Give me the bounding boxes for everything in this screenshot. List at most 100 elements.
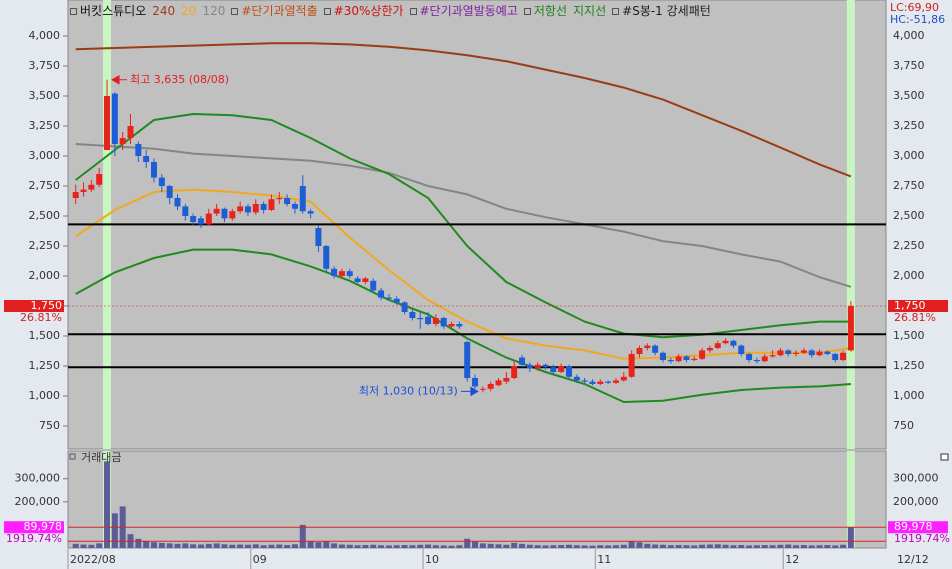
y-tick-label: 3,000 xyxy=(893,149,925,162)
volume-bar xyxy=(291,544,298,548)
candle-body xyxy=(432,318,439,324)
date-axis xyxy=(0,549,952,569)
volume-bar xyxy=(479,543,486,548)
candle-body xyxy=(793,352,800,354)
x-tick-label: 2022/08 xyxy=(70,553,116,566)
legend-text: #단기과열발동예고 xyxy=(419,4,518,18)
y-tick-label: 4,000 xyxy=(29,29,61,42)
candle-body xyxy=(816,351,823,356)
y-tick-label: 2,750 xyxy=(893,179,925,192)
candle-body xyxy=(785,350,792,354)
candle-body xyxy=(534,364,541,369)
volume-bar xyxy=(151,542,157,548)
volume-bar xyxy=(487,543,494,548)
volume-bar xyxy=(558,544,565,548)
volume-bar xyxy=(252,544,259,548)
volume-bar xyxy=(691,545,698,548)
candle-body xyxy=(550,367,557,372)
candle-body xyxy=(573,376,580,381)
price-tag-change: 1919.74% xyxy=(6,532,62,545)
volume-bar xyxy=(456,545,463,548)
y-tick-label: 4,000 xyxy=(893,29,925,42)
panel-button[interactable] xyxy=(940,453,949,461)
volume-bar xyxy=(589,545,596,548)
candle-body xyxy=(699,350,706,359)
candle-body xyxy=(268,199,275,210)
legend-entry: 20 xyxy=(181,4,196,18)
legend-box[interactable] xyxy=(523,8,531,15)
candle-body xyxy=(605,381,612,383)
candle-body xyxy=(495,380,502,386)
candle-body xyxy=(746,354,753,360)
volume-bar xyxy=(597,545,604,548)
candle-body xyxy=(761,356,768,362)
volume-bar xyxy=(370,544,377,548)
volume-bar xyxy=(260,545,267,548)
legend-box[interactable] xyxy=(612,8,620,15)
volume-panel xyxy=(67,450,887,549)
volume-bar xyxy=(338,544,345,548)
y-tick-label: 750 xyxy=(893,419,914,432)
candle-body xyxy=(425,316,432,324)
volume-bar xyxy=(237,544,244,548)
volume-bar xyxy=(659,544,666,548)
volume-bar xyxy=(840,544,847,548)
volume-bar xyxy=(205,543,212,548)
candle-body xyxy=(738,345,745,354)
candle-body xyxy=(307,211,314,214)
candle-body xyxy=(479,388,486,390)
volume-title: 거래대금 xyxy=(81,451,121,464)
indicator-line xyxy=(75,248,851,404)
candle-body xyxy=(291,204,298,209)
volume-bar xyxy=(761,544,768,548)
candle-body xyxy=(166,186,173,198)
legend-box[interactable] xyxy=(70,8,77,15)
volume-bar xyxy=(393,545,400,548)
candle-body xyxy=(769,355,776,357)
candle-body xyxy=(80,189,87,192)
legend-box[interactable] xyxy=(231,8,239,15)
volume-bar xyxy=(182,543,189,548)
candle-body xyxy=(72,192,79,198)
volume-bar xyxy=(464,538,471,548)
candle-body xyxy=(636,348,643,354)
candle-body xyxy=(385,297,392,299)
candle-body xyxy=(503,378,510,382)
legend-box[interactable] xyxy=(323,8,331,15)
volume-bar xyxy=(706,544,713,548)
volume-bar xyxy=(229,544,236,548)
candle-body xyxy=(401,302,408,312)
candle-body xyxy=(675,356,682,362)
candle-body xyxy=(824,351,831,354)
legend-entry: #단기과열적출 xyxy=(231,2,318,19)
candle-body xyxy=(237,206,244,212)
volume-bar xyxy=(730,545,737,548)
y-tick-label: 200,000 xyxy=(15,495,61,508)
candle-body xyxy=(440,318,447,327)
volume-bar xyxy=(816,545,823,548)
legend-box[interactable] xyxy=(409,8,417,15)
candle-body xyxy=(644,345,651,348)
candle-body xyxy=(284,198,291,204)
volume-bar xyxy=(832,545,839,548)
volume-bar xyxy=(331,543,338,548)
x-tick-label: 12/12 xyxy=(897,553,929,566)
price-tag-label: 89,978 xyxy=(24,520,63,533)
y-tick-label: 3,000 xyxy=(29,149,61,162)
volume-bar xyxy=(550,545,557,548)
y-tick-label: 2,500 xyxy=(893,209,925,222)
volume-bar xyxy=(769,545,776,548)
candle-body xyxy=(472,378,479,387)
volume-bar xyxy=(565,544,572,548)
candle-body xyxy=(691,358,698,360)
price-plot: 최고 3,635 (08/08) 최저 1,030 (10/13) xyxy=(68,0,886,449)
candle-body xyxy=(722,340,729,344)
volume-bar xyxy=(448,545,455,548)
candle-body xyxy=(143,156,150,162)
volume-bar xyxy=(472,541,479,548)
candle-body xyxy=(88,184,95,190)
candle-body xyxy=(714,343,721,348)
y-tick-label: 750 xyxy=(39,419,60,432)
x-tick-label: 12 xyxy=(785,553,799,566)
